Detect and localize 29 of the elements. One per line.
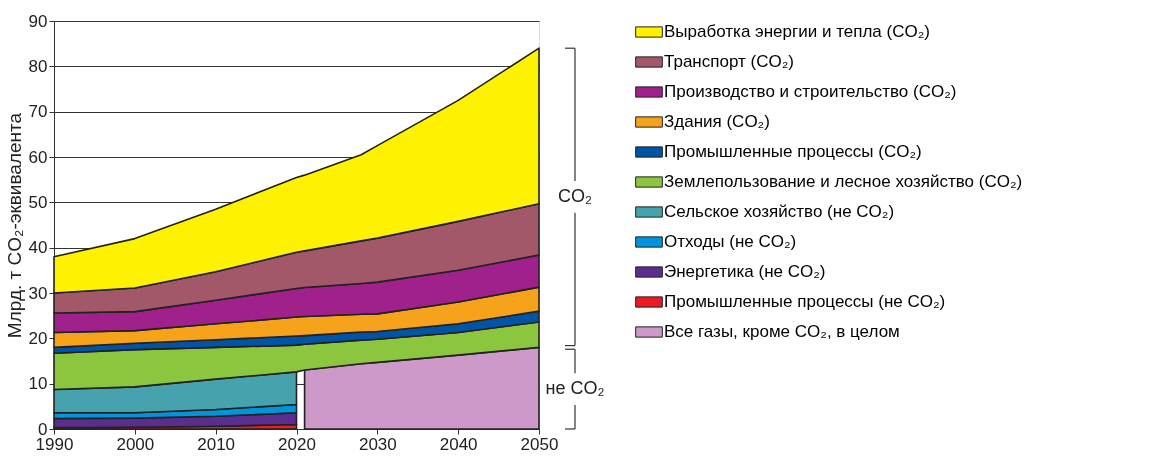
y-tick-label: 40 — [28, 238, 48, 258]
x-tick-label: 2020 — [278, 434, 316, 454]
y-tick-label: 50 — [28, 192, 48, 212]
legend-label: Производство и строительство (CO₂) — [664, 82, 957, 101]
y-tick-label: 30 — [28, 283, 48, 303]
legend-label: Энергетика (не CO₂) — [664, 262, 826, 281]
y-tick-label: 70 — [28, 102, 48, 122]
legend-label: Промышленные процессы (CO₂) — [664, 142, 922, 161]
x-tick-label: 2050 — [520, 434, 559, 454]
y-tick-label: 60 — [28, 147, 48, 167]
text: не CO₂ — [545, 378, 605, 399]
y-tick-label: 10 — [28, 374, 48, 394]
legend-label: Отходы (не CO₂) — [664, 232, 797, 251]
legend-label: Землепользование и лесное хозяйство (CO₂) — [664, 172, 1023, 191]
legend-label: Здания (CO₂) — [664, 112, 770, 131]
y-tick-label: 80 — [28, 56, 48, 76]
legend-label: Транспорт (CO₂) — [664, 52, 794, 71]
legend-label: Все газы, кроме CO₂, в целом — [664, 322, 900, 341]
x-tick-label: 2010 — [197, 434, 236, 454]
x-tick-label: 2030 — [358, 434, 397, 454]
y-tick-label: 90 — [28, 11, 48, 31]
x-tick-label: 2000 — [116, 434, 155, 454]
legend-label: Промышленные процессы (не CO₂) — [664, 292, 946, 311]
x-tick-label: 2040 — [439, 434, 478, 454]
text: CO₂ — [558, 185, 592, 206]
y-axis-title: Млрд. т CO₂-эквивалента — [3, 112, 25, 339]
legend-label: Выработка энергии и тепла (CO₂) — [664, 22, 930, 41]
legend-label: Сельское хозяйство (не CO₂) — [664, 202, 895, 221]
y-tick-label: 20 — [28, 328, 48, 348]
